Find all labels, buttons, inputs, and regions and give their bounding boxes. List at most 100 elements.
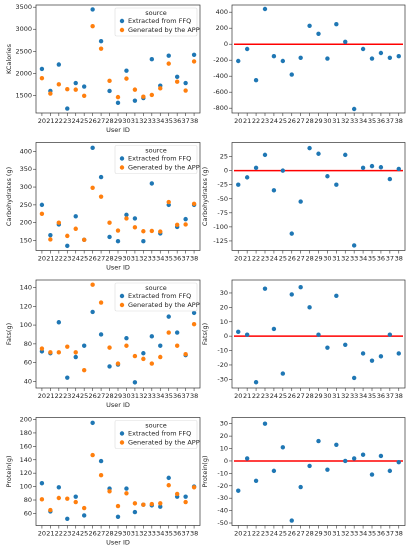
y-tick-label: 60 [24, 509, 32, 517]
x-tick-label: 38 [190, 530, 198, 538]
data-point [56, 495, 62, 501]
x-tick-label: 24 [72, 117, 80, 125]
data-point [369, 358, 375, 363]
y-tick-label: -200 [213, 56, 228, 64]
x-tick-label: 38 [395, 255, 403, 263]
data-point [56, 350, 62, 355]
data-point [351, 106, 357, 112]
y-tick-label: 120 [20, 469, 32, 477]
y-tick-label: 180 [20, 429, 32, 437]
y-tick-label: 30 [220, 289, 228, 297]
x-tick-label: 20 [38, 255, 46, 263]
x-tick-label: 34 [156, 530, 164, 538]
y-tick-label: 3000 [15, 25, 32, 33]
x-tick-label: 23 [261, 530, 269, 538]
data-point [90, 452, 95, 458]
y-tick-label: 200 [20, 416, 32, 424]
data-point [183, 222, 188, 227]
x-tick-label: 26 [88, 255, 96, 263]
data-point [132, 501, 138, 506]
data-point [343, 39, 348, 44]
y-tick-label: 200 [20, 219, 32, 227]
x-tick-label: 33 [350, 530, 358, 538]
x-tick-label: 20 [234, 392, 242, 400]
data-point [262, 152, 268, 158]
y-tick-label: 20 [220, 303, 228, 311]
data-point [107, 364, 112, 369]
data-point [334, 182, 339, 187]
data-point [236, 182, 241, 187]
x-tick-label: 27 [97, 530, 105, 538]
legend-box [114, 7, 198, 37]
data-point [115, 100, 121, 106]
x-tick-label: 22 [55, 392, 63, 400]
x-tick-label: 22 [252, 530, 260, 538]
y-axis-label: Protein(g) [201, 456, 209, 488]
x-tick-label: 34 [359, 530, 367, 538]
data-point [262, 421, 268, 426]
data-point [48, 232, 53, 238]
x-tick-label: 29 [114, 255, 122, 263]
data-point [325, 174, 330, 179]
data-point [141, 239, 146, 244]
legend-box [114, 282, 198, 312]
x-tick-label: 24 [72, 255, 80, 263]
x-tick-label: 32 [139, 255, 147, 263]
x-tick-label: 26 [88, 530, 96, 538]
x-tick-label: 21 [243, 392, 251, 400]
data-point [73, 87, 78, 92]
data-point [262, 286, 268, 291]
x-tick-label: 35 [368, 530, 376, 538]
data-point [298, 199, 303, 204]
legend-title: source [145, 422, 167, 430]
y-tick-label: -100 [213, 223, 228, 231]
data-point [115, 503, 121, 509]
legend-label: Extracted from FFQ [128, 155, 191, 163]
x-tick-label: 37 [181, 255, 189, 263]
x-tick-label: 24 [72, 392, 80, 400]
y-tick-label: 160 [20, 442, 32, 450]
x-tick-label: 34 [359, 255, 367, 263]
data-point [65, 516, 70, 521]
data-point [191, 52, 197, 58]
data-point [115, 239, 121, 244]
legend-marker [119, 431, 125, 436]
data-point [124, 343, 129, 348]
data-point [65, 86, 70, 92]
data-point [65, 233, 70, 239]
x-tick-label: 31 [131, 117, 139, 125]
data-point [236, 329, 241, 335]
data-point [115, 228, 121, 233]
x-tick-label: 29 [114, 117, 122, 125]
x-tick-label: 31 [131, 530, 139, 538]
data-point [107, 345, 112, 350]
x-tick-label: 35 [165, 530, 173, 538]
x-tick-label: 32 [341, 117, 349, 125]
data-point [253, 78, 259, 83]
data-point [253, 165, 259, 171]
data-point [81, 367, 87, 373]
data-point [98, 300, 104, 305]
data-point [334, 442, 339, 448]
x-tick-label: 27 [297, 530, 305, 538]
x-tick-label: 24 [270, 117, 278, 125]
x-tick-label: 29 [114, 392, 122, 400]
data-point [307, 305, 312, 310]
x-tick-label: 23 [261, 117, 269, 125]
y-axis-label: Protein(g) [5, 456, 13, 488]
data-point [141, 502, 146, 507]
x-tick-label: 26 [88, 117, 96, 125]
data-point [316, 151, 321, 156]
x-tick-label: 20 [234, 255, 242, 263]
x-tick-label: 28 [105, 530, 113, 538]
y-axis-label: Carbohydrates (g) [201, 167, 209, 226]
x-tick-label: 27 [97, 117, 105, 125]
x-tick-label: 33 [350, 117, 358, 125]
x-tick-label: 22 [55, 255, 63, 263]
data-point [271, 54, 277, 59]
x-tick-label: 29 [314, 530, 322, 538]
data-point [65, 496, 70, 501]
data-point [149, 361, 155, 366]
x-tick-label: 36 [377, 530, 385, 538]
data-point [124, 486, 129, 491]
